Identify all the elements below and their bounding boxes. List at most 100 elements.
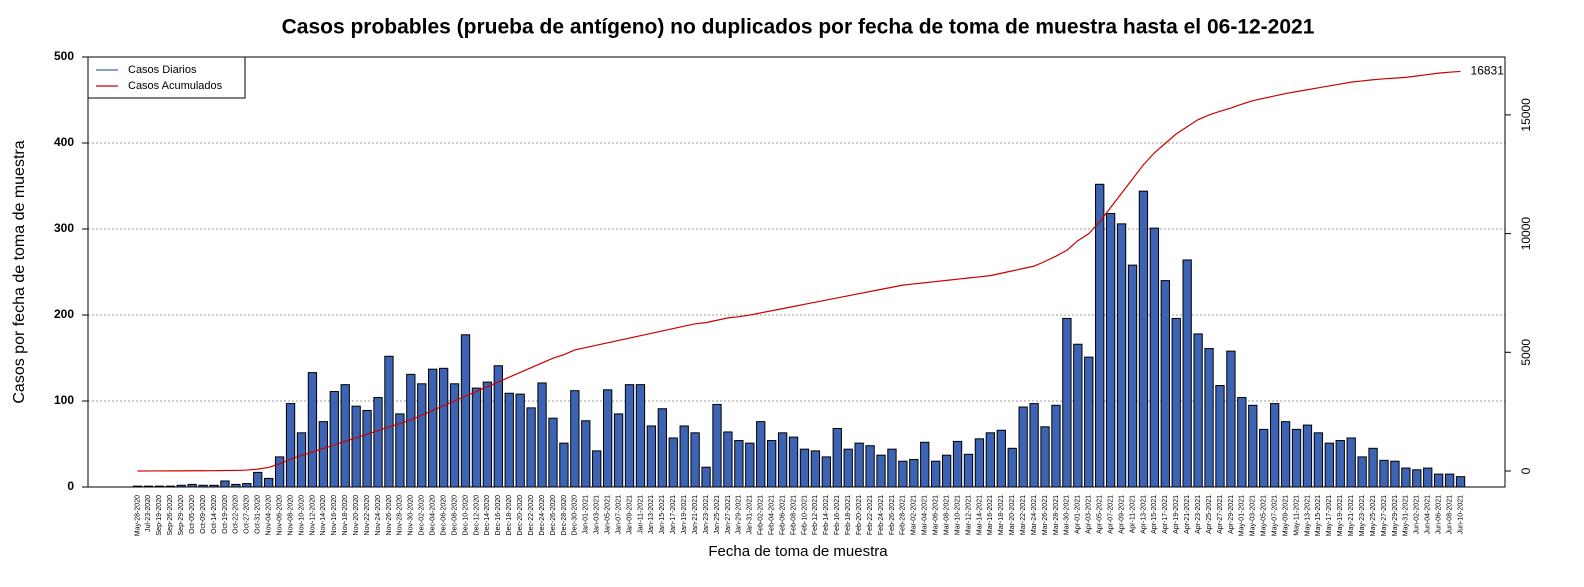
x-tick-label: Sep-19-2020 [156, 495, 163, 536]
y-tick-label: 200 [54, 307, 74, 321]
x-tick-label: Jan-25-2021 [714, 495, 721, 534]
x-tick-label: May-03-2021 [1250, 495, 1257, 536]
y-tick-label: 400 [54, 135, 74, 149]
x-tick-label: Nov-08-2020 [287, 495, 294, 536]
bar [340, 384, 350, 488]
bar [996, 429, 1006, 488]
bar [821, 456, 831, 488]
x-tick-label: Apr-13-2021 [1140, 495, 1147, 534]
bar [438, 367, 449, 488]
x-tick-label: Nov-06-2020 [276, 495, 283, 536]
bar [1116, 223, 1127, 488]
bar [362, 409, 372, 488]
bar [723, 431, 733, 488]
bar [1248, 404, 1258, 488]
x-tick-label: Dec-30-2020 [572, 495, 579, 536]
y-tick-label: 500 [54, 49, 74, 63]
bar [351, 405, 361, 488]
bar [526, 407, 536, 488]
x-tick-label: Jan-17-2021 [670, 495, 677, 534]
y-axis-label: Casos por fecha de toma de muestra [11, 140, 28, 403]
x-tick-label: Jun-04-2021 [1425, 495, 1432, 534]
bar [624, 384, 635, 488]
bar [1171, 317, 1181, 488]
bar [1095, 183, 1105, 488]
bar [602, 389, 613, 488]
bar [504, 392, 514, 488]
x-tick-label: Oct-09-2020 [200, 495, 207, 534]
x-tick-label: Oct-22-2020 [233, 495, 240, 534]
x-tick-label: Mar-12-2021 [965, 495, 972, 535]
x-tick-label: Apr-17-2021 [1162, 495, 1169, 534]
x-tick-label: Oct-14-2020 [211, 495, 218, 534]
bar [559, 442, 569, 488]
bar [285, 403, 296, 488]
bar [1280, 421, 1291, 488]
bar [1204, 348, 1214, 488]
bar [1259, 428, 1269, 488]
bar [1324, 442, 1334, 488]
bar [690, 432, 700, 488]
x-tick-label: Mar-26-2021 [1042, 495, 1049, 535]
x-tick-label: Oct-27-2020 [244, 495, 251, 534]
x-tick-label: Nov-04-2020 [266, 495, 273, 536]
bar [384, 355, 394, 488]
bar [1237, 397, 1247, 488]
x-tick-label: Nov-20-2020 [353, 495, 360, 536]
x-tick-label: May-01-2021 [1239, 495, 1246, 536]
x-tick-label: Nov-28-2020 [397, 495, 404, 536]
bar [767, 440, 777, 488]
x-tick-label: Mar-08-2021 [943, 495, 950, 535]
bar [712, 403, 722, 488]
x-tick-label: Apr-25-2021 [1206, 495, 1213, 534]
bar [1390, 460, 1400, 488]
bar [570, 390, 580, 488]
x-tick-label: Feb-20-2021 [856, 495, 863, 535]
y2-tick-label: 5000 [1519, 339, 1533, 366]
x-tick-label: Feb-10-2021 [801, 495, 808, 535]
y2-tick-label: 0 [1519, 467, 1533, 474]
x-tick-label: May-15-2021 [1315, 495, 1322, 536]
x-tick-label: Dec-22-2020 [528, 495, 535, 536]
bar [1302, 424, 1313, 488]
x-tick-label: Apr-15-2021 [1151, 495, 1158, 534]
bar [668, 437, 678, 488]
x-tick-label: Dec-04-2020 [430, 495, 437, 536]
bar [701, 466, 711, 488]
bar [318, 421, 329, 488]
x-tick-label: May-25-2021 [1370, 495, 1377, 536]
x-tick-label: May-28-2020 [134, 495, 141, 536]
end-label: 16831 [1471, 64, 1505, 78]
bar [1215, 385, 1225, 488]
bar [1412, 469, 1422, 488]
x-tick-label: Apr-03-2021 [1086, 495, 1093, 534]
x-tick-label: Feb-02-2021 [758, 495, 765, 535]
y2-tick-label: 15000 [1519, 98, 1533, 132]
bar [373, 397, 383, 488]
bar [613, 413, 624, 488]
bar [417, 383, 427, 488]
chart-title: Casos probables (prueba de antígeno) no … [282, 16, 1315, 39]
x-tick-label: Oct-05-2020 [189, 495, 196, 534]
x-tick-label: Feb-28-2021 [900, 495, 907, 535]
bar [1073, 343, 1083, 488]
bar [428, 368, 438, 488]
legend-label: Casos Diarios [128, 64, 197, 76]
bar [679, 425, 689, 488]
bar [1051, 404, 1061, 488]
x-tick-label: Dec-14-2020 [484, 495, 491, 536]
bar [843, 448, 853, 488]
x-tick-label: Jan-13-2021 [648, 495, 655, 534]
bar [1062, 317, 1072, 488]
x-tick-label: Jan-07-2021 [615, 495, 622, 534]
bar [581, 420, 591, 488]
x-tick-label: May-29-2021 [1392, 495, 1399, 536]
bar [1444, 473, 1455, 488]
x-tick-label: Mar-30-2021 [1064, 495, 1071, 535]
x-tick-label: Apr-29-2021 [1228, 495, 1235, 534]
x-tick-label: Apr-07-2021 [1107, 495, 1114, 534]
bar [876, 454, 886, 488]
bar [985, 432, 996, 488]
x-tick-label: Jun-08-2021 [1446, 495, 1453, 534]
x-tick-label: Mar-28-2021 [1053, 495, 1060, 535]
